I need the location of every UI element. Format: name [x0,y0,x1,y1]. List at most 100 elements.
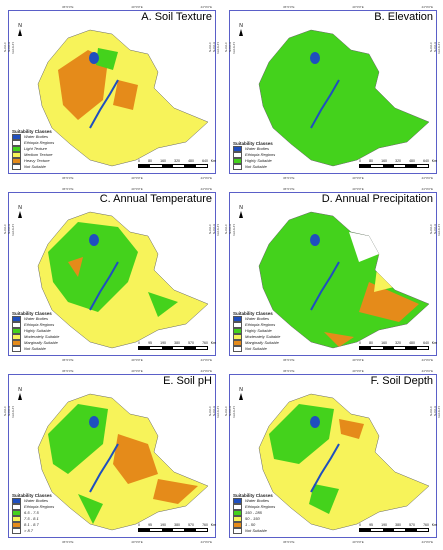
legend-item: Water Bodies [12,316,59,322]
suitability-zone [78,494,103,524]
legend-swatch [12,146,21,152]
scale-unit: Km [431,523,437,527]
lon-tick-label: 44°0'0"E [200,369,212,373]
map-panel-annual-temperature: 36°0'0"E 40°0'0"E 44°0'0"E 36°0'0"E 40°0'0"E… [2,184,220,364]
lon-tick-label: 36°0'0"E [283,176,295,180]
map-frame [229,374,437,538]
map-panel-annual-precipitation: 36°0'0"E 40°0'0"E 44°0'0"E 36°0'0"E 40°0'0"E… [223,184,441,364]
lake-tana [310,52,320,64]
scale-label: 95 [148,341,152,345]
suitability-zone [113,80,138,110]
scale-label: 480 [409,159,415,163]
legend-item: Not Suitable [12,346,59,352]
scale-bar: 0 95 190 380 570 760 Km [359,523,437,532]
legend-label: Water Bodies [24,316,48,322]
legend-swatch [233,146,242,152]
legend-swatch [233,340,242,346]
legend-swatch [12,140,21,146]
legend-label: Not Suitable [245,528,267,534]
legend-item: Highly Suitable [12,328,59,334]
legend-swatch [12,152,21,158]
ethiopia-map [37,29,209,167]
legend-label: Heavy Texture [24,158,50,164]
lon-tick-label: 36°0'0"E [62,187,74,191]
ethiopia-map [37,211,209,349]
legend-swatch [233,158,242,164]
legend-swatch [12,134,21,140]
suitability-zone [148,292,178,317]
lon-tick-label: 44°0'0"E [200,176,212,180]
map-frame [229,192,437,356]
scale-label: 160 [381,159,387,163]
lon-tick-label: 44°0'0"E [421,358,433,362]
scale-label: 320 [174,159,180,163]
longitude-ticks-bottom: 36°0'0"E 40°0'0"E 44°0'0"E [283,540,433,544]
lon-tick-label: 40°0'0"E [352,176,364,180]
ethiopia-map [37,393,209,531]
legend-label: Ethiopia Regions [24,140,55,146]
scale-bar: 0 95 190 380 570 760 Km [138,341,216,350]
legend-swatch [233,498,242,504]
lon-tick-label: 44°0'0"E [421,540,433,544]
legend-swatch [233,504,242,510]
scale-label: 640 [423,159,429,163]
map-frame [8,192,216,356]
legend-label: Water Bodies [245,316,269,322]
lon-tick-label: 44°0'0"E [421,5,433,9]
suitability-zone [339,419,364,439]
map-legend: Suitability Classes Water Bodies Ethiopia … [233,493,275,534]
lake-tana [89,234,99,246]
legend-label: Not Suitable [245,164,267,170]
legend-label: Water Bodies [245,146,269,152]
legend-item: Heavy Texture [12,158,54,164]
lon-tick-label: 40°0'0"E [352,369,364,373]
scale-label: 380 [395,523,401,527]
lake-tana [310,234,320,246]
scale-label: 190 [160,523,166,527]
legend-label: 150 - 285 [245,510,262,516]
lat-tick-label: 12°0'0"N [11,224,15,236]
legend-label: Highly Suitable [245,158,272,164]
lat-tick-label: 8°0'0"N [433,406,437,417]
lat-tick-label: 4°0'0"N [429,42,433,53]
longitude-ticks-bottom: 36°0'0"E 40°0'0"E 44°0'0"E [62,358,212,362]
lat-tick-label: 4°0'0"N [3,406,7,417]
legend-swatch [233,516,242,522]
scale-label: 80 [148,159,152,163]
legend-item: 50 - 150 [233,516,275,522]
lat-tick-label: 8°0'0"N [433,42,437,53]
lat-tick-label: 4°0'0"N [3,42,7,53]
scale-label: 760 [423,523,429,527]
legend-item: Water Bodies [12,498,54,504]
legend-item: Ethiopia Regions [233,322,280,328]
panel-title: E. Soil pH [163,375,212,387]
latitude-ticks-left: 12°0'0"N 8°0'0"N 4°0'0"N [224,224,236,344]
lat-tick-label: 8°0'0"N [212,406,216,417]
legend-label: 6.5 - 7.5 [24,510,39,516]
legend-swatch [233,334,242,340]
lat-tick-label: 4°0'0"N [3,224,7,235]
suitability-zone [96,48,118,70]
lon-tick-label: 40°0'0"E [352,540,364,544]
scale-label: 0 [138,523,140,527]
legend-item: Highly Suitable [233,328,280,334]
lon-tick-label: 44°0'0"E [200,5,212,9]
legend-item: Water Bodies [12,134,54,140]
latitude-ticks-right: 12°0'0"N 8°0'0"N 4°0'0"N [429,224,441,344]
legend-item: 6.5 - 7.5 [12,510,54,516]
scale-label: 160 [381,341,387,345]
legend-item: > 8.7 [12,528,54,534]
scale-unit: Km [210,341,216,345]
legend-swatch [12,164,21,170]
lat-tick-label: 8°0'0"N [7,42,11,53]
scale-label: 0 [359,341,361,345]
legend-label: Moderately Suitable [24,334,60,340]
legend-swatch [12,510,21,516]
legend-item: Ethiopia Regions [12,504,54,510]
suitability-zone [58,50,108,120]
scale-unit: Km [431,159,437,163]
legend-swatch [233,510,242,516]
longitude-ticks-top: 36°0'0"E 40°0'0"E 44°0'0"E [62,187,212,191]
map-frame [8,10,216,174]
scale-label: 0 [138,159,140,163]
